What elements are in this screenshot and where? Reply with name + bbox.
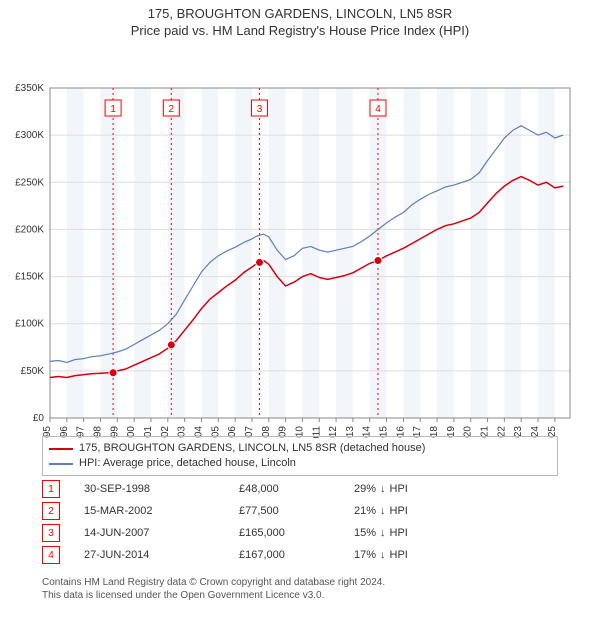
legend-label: HPI: Average price, detached house, Linc… <box>79 456 296 471</box>
event-price: £165,000 <box>239 527 354 539</box>
event-row: 1 30-SEP-1998£48,00029% ↓ HPI <box>42 478 558 500</box>
event-delta: 15% ↓ HPI <box>354 527 514 539</box>
legend-swatch <box>49 448 73 450</box>
svg-text:£150K: £150K <box>15 272 44 283</box>
event-row: 4 27-JUN-2014£167,00017% ↓ HPI <box>42 544 558 566</box>
event-marker: 4 <box>42 546 60 564</box>
event-marker: 1 <box>42 480 60 498</box>
event-row: 3 14-JUN-2007£165,00015% ↓ HPI <box>42 522 558 544</box>
footer: Contains HM Land Registry data © Crown c… <box>42 576 558 602</box>
event-price: £48,000 <box>239 483 354 495</box>
price-chart: £0£50K£100K£150K£200K£250K£300K£350K1995… <box>0 38 600 438</box>
legend: 175, BROUGHTON GARDENS, LINCOLN, LN5 8SR… <box>42 436 558 476</box>
svg-text:£300K: £300K <box>15 130 44 141</box>
event-delta: 21% ↓ HPI <box>354 505 514 517</box>
header-subtitle: Price paid vs. HM Land Registry's House … <box>0 23 600 38</box>
event-date: 14-JUN-2007 <box>84 527 239 539</box>
events-table: 1 30-SEP-1998£48,00029% ↓ HPI 2 15-MAR-2002… <box>42 478 558 566</box>
event-marker: 2 <box>42 502 60 520</box>
legend-swatch <box>49 463 73 465</box>
event-date: 30-SEP-1998 <box>84 483 239 495</box>
event-delta: 17% ↓ HPI <box>354 549 514 561</box>
event-price: £77,500 <box>239 505 354 517</box>
chart-header: 175, BROUGHTON GARDENS, LINCOLN, LN5 8SR… <box>0 0 600 38</box>
svg-text:4: 4 <box>375 104 381 115</box>
event-date: 27-JUN-2014 <box>84 549 239 561</box>
arrow-down-icon: ↓ <box>380 527 386 539</box>
header-address: 175, BROUGHTON GARDENS, LINCOLN, LN5 8SR <box>0 6 600 21</box>
svg-text:£200K: £200K <box>15 224 44 235</box>
footer-line-2: This data is licensed under the Open Gov… <box>42 589 558 602</box>
svg-text:£50K: £50K <box>21 366 45 377</box>
event-marker: 3 <box>42 524 60 542</box>
svg-text:3: 3 <box>257 104 263 115</box>
event-price: £167,000 <box>239 549 354 561</box>
arrow-down-icon: ↓ <box>380 483 386 495</box>
event-delta: 29% ↓ HPI <box>354 483 514 495</box>
svg-text:£0: £0 <box>33 413 45 424</box>
legend-item-hpi: HPI: Average price, detached house, Linc… <box>49 456 551 471</box>
event-row: 2 15-MAR-2002£77,50021% ↓ HPI <box>42 500 558 522</box>
footer-line-1: Contains HM Land Registry data © Crown c… <box>42 576 558 589</box>
svg-text:£350K: £350K <box>15 83 44 94</box>
legend-item-property: 175, BROUGHTON GARDENS, LINCOLN, LN5 8SR… <box>49 441 551 456</box>
event-date: 15-MAR-2002 <box>84 505 239 517</box>
svg-text:1: 1 <box>110 104 116 115</box>
svg-text:£250K: £250K <box>15 177 44 188</box>
legend-label: 175, BROUGHTON GARDENS, LINCOLN, LN5 8SR… <box>79 441 425 456</box>
arrow-down-icon: ↓ <box>380 505 386 517</box>
arrow-down-icon: ↓ <box>380 549 386 561</box>
svg-text:2: 2 <box>169 104 175 115</box>
svg-text:£100K: £100K <box>15 319 44 330</box>
